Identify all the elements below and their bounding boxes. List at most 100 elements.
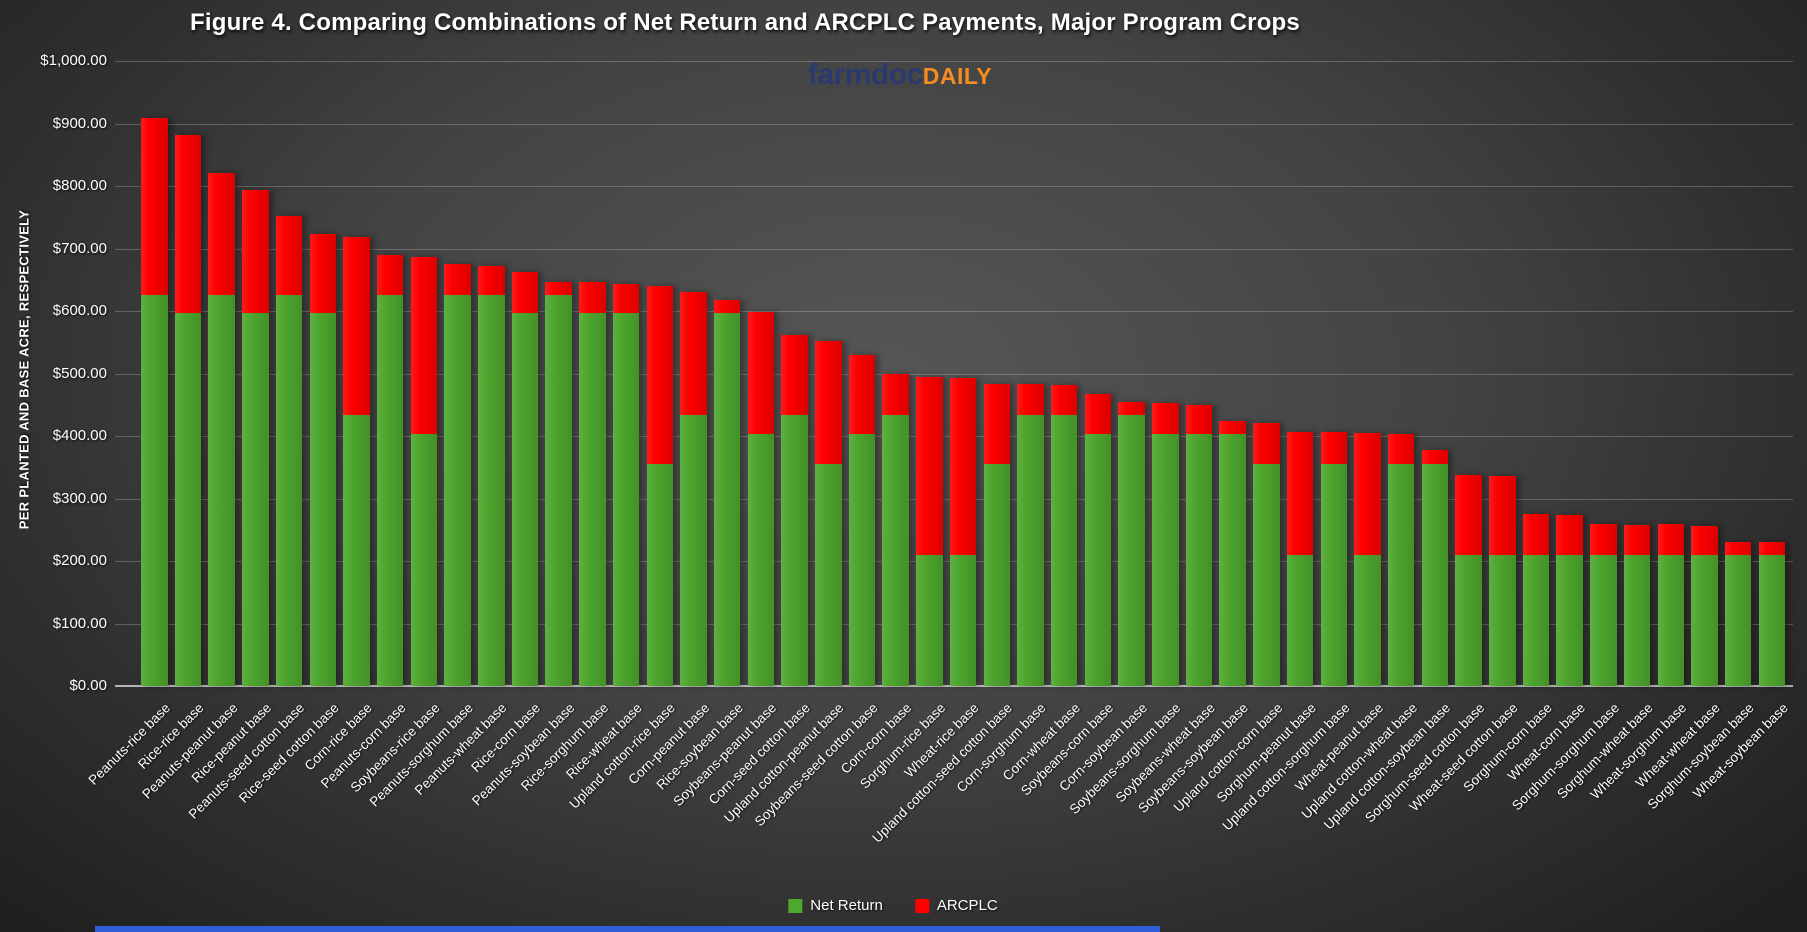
bar-sorghum-seed-cotton-base [1455,475,1482,686]
net-return-segment [882,414,909,686]
bar-rice-wheat-base [612,283,640,686]
bar-peanuts-seed-cotton-base [275,216,303,686]
y-tick-label: $700.00 [52,239,107,257]
gridline [115,373,1793,375]
arcplc-segment [1724,541,1752,555]
bar-upland-cotton-rice-base [646,286,673,686]
arcplc-segment [815,341,842,464]
net-return-segment [680,414,707,686]
net-return-segment [916,554,943,686]
net-return-segment [1084,434,1112,686]
gridline [115,248,1793,250]
page-title: Figure 4. Comparing Combinations of Net … [190,9,1300,36]
net-return-segment [815,463,842,686]
bar-peanuts-wheat-base [478,266,505,686]
arcplc-segment [1185,404,1213,435]
net-return-segment [1657,555,1684,686]
net-return-segment [1219,434,1246,686]
bar-soybeans-peanut-base [747,311,775,686]
bar-soybeans-seed-cotton-base [848,354,876,686]
arcplc-segment [781,335,808,415]
arcplc-segment [1421,450,1449,464]
arcplc-segment [1657,524,1684,556]
x-axis-line [115,685,1793,687]
bar-wheat-rice-base [949,377,977,686]
gridline [115,311,1793,312]
arcplc-segment [275,216,303,296]
net-return-segment [141,295,168,686]
bar-peanuts-sorghum-base [444,264,471,686]
net-return-segment [612,312,640,686]
arcplc-segment [1758,542,1786,556]
bar-sorghum-sorghum-base [1590,523,1617,686]
bar-upland-cotton-corn-base [1253,422,1280,686]
net-return-segment [579,312,606,686]
arcplc-segment [376,254,404,296]
legend-label: Net Return [810,897,883,914]
plot-area: $1,000.00 $900.00 $800.00 $700.00 $600.00 $50… [40,52,1793,846]
net-return-segment [1421,463,1449,686]
net-return-segment [343,414,370,686]
net-return-segment [1691,555,1718,686]
net-return-segment [1455,554,1482,686]
arcplc-segment [713,299,741,313]
arcplc-segment [511,272,539,313]
legend-swatch [788,898,803,913]
net-return-segment [208,295,235,686]
arcplc-segment [882,374,909,415]
arcplc-segment [1219,421,1246,435]
bar-peanuts-rice-base [141,117,168,686]
net-return-segment [1118,414,1145,686]
net-return-segment [511,312,539,686]
bar-wheat-corn-base [1556,514,1583,686]
arcplc-segment [1286,432,1314,555]
net-return-segment [1017,414,1044,686]
arcplc-segment [444,264,471,296]
net-return-segment [747,434,775,686]
net-return-segment [848,434,876,686]
legend-item-net-return: Net Return [788,897,883,914]
legend-label: ARCPLC [936,897,998,914]
bar-upland-cotton-soybean-base [1421,450,1449,686]
arcplc-segment [174,135,202,313]
net-return-segment [1185,434,1213,686]
gridline [115,61,1793,62]
bar-corn-soybean-base [1118,401,1145,686]
arcplc-segment [680,292,707,415]
arcplc-segment [1387,434,1415,464]
y-tick-label: $1,000.00 [40,52,107,69]
bar-rice-sorghum-base [579,281,606,686]
legend-swatch [914,898,929,913]
net-return-segment [1758,555,1786,686]
bottom-blue-strip [95,926,1160,932]
bar-wheat-wheat-base [1691,526,1718,686]
bar-sorghum-soybean-base [1724,541,1752,686]
y-tick-label: $800.00 [52,177,107,194]
bar-peanuts-corn-base [376,254,404,686]
bar-rice-seed-cotton-base [309,233,336,686]
farmdoc-logo-text: farmdoc [807,58,923,91]
net-return-segment [174,312,202,686]
net-return-segment [309,312,336,686]
bar-sorghum-peanut-base [1286,432,1314,686]
net-return-segment [713,312,741,686]
arcplc-segment [612,283,640,313]
arcplc-segment [1623,525,1651,555]
bar-wheat-soybean-base [1758,542,1786,686]
bar-peanuts-peanut-base [208,172,235,686]
arcplc-segment [747,311,775,435]
bar-corn-sorghum-base [1017,383,1044,686]
legend-item-arcplc: ARCPLC [914,897,998,914]
bar-peanuts-soybean-base [545,282,572,686]
arcplc-segment [949,377,977,556]
arcplc-segment [1084,393,1112,435]
daily-logo-text: DAILY [922,63,993,89]
arcplc-segment [410,256,438,435]
net-return-segment [410,434,438,686]
arcplc-segment [309,233,336,313]
net-return-segment [1387,463,1415,686]
bar-sorghum-corn-base [1522,514,1550,686]
net-return-segment [242,312,269,686]
arcplc-segment [242,190,269,313]
arcplc-segment [1691,526,1718,556]
